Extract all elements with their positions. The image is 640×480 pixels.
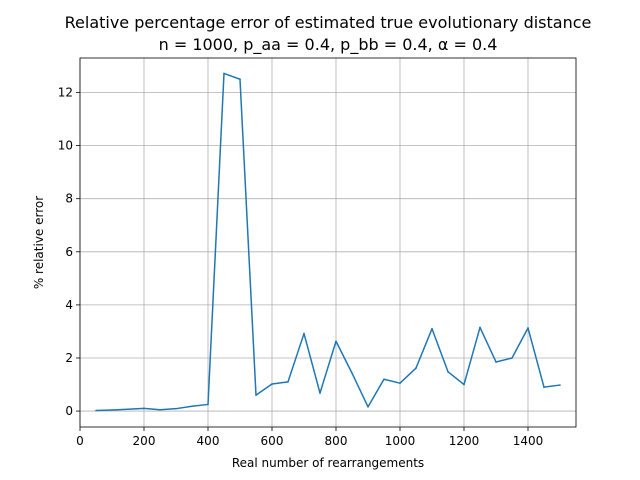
x-tick-label: 600 — [261, 434, 284, 448]
data-point — [351, 372, 353, 374]
y-axis-label: % relative error — [32, 196, 46, 289]
axis-ticks: 0 200 400 600 800 1000 1200 1400 0 2 4 6 8 10 12 — [58, 86, 544, 448]
x-tick-label: 1000 — [385, 434, 416, 448]
data-point — [383, 378, 385, 381]
data-point — [367, 406, 369, 408]
data-point — [111, 409, 113, 411]
data-point — [271, 383, 273, 385]
data-point — [127, 408, 129, 411]
data-point — [303, 332, 305, 335]
y-tick-label: 0 — [65, 404, 73, 418]
x-tick-label: 0 — [76, 434, 84, 448]
y-tick-label: 10 — [58, 139, 73, 153]
chart-subtitle: n = 1000, p_aa = 0.4, p_bb = 0.4, α = 0.… — [159, 35, 498, 55]
data-point — [143, 407, 145, 410]
data-point — [431, 327, 433, 330]
data-point — [543, 386, 545, 388]
data-point — [239, 78, 241, 81]
y-tick-label: 2 — [65, 351, 73, 365]
data-point — [255, 394, 257, 396]
data-point — [319, 392, 321, 394]
data-point — [335, 340, 337, 343]
series-line — [95, 72, 561, 412]
data-point — [415, 367, 417, 369]
data-point — [95, 409, 97, 412]
data-point — [159, 408, 161, 411]
x-tick-label: 400 — [197, 434, 220, 448]
y-tick-label: 6 — [65, 245, 73, 259]
data-point — [559, 384, 561, 386]
data-point — [479, 326, 481, 329]
y-tick-label: 8 — [65, 192, 73, 206]
y-tick-label: 4 — [65, 298, 73, 312]
data-point — [287, 381, 289, 383]
y-tick-label: 12 — [58, 86, 73, 100]
series-layer — [95, 72, 561, 412]
data-point — [527, 327, 529, 329]
data-point — [191, 405, 193, 408]
x-tick-label: 200 — [133, 434, 156, 448]
data-point — [207, 403, 209, 406]
data-point — [175, 407, 177, 410]
x-tick-label: 800 — [325, 434, 348, 448]
data-point — [495, 361, 497, 363]
x-tick-label: 1400 — [513, 434, 544, 448]
data-point — [447, 370, 449, 373]
x-tick-label: 1200 — [449, 434, 480, 448]
data-point — [511, 357, 513, 359]
data-point — [399, 382, 401, 384]
plot-frame — [79, 57, 577, 428]
data-point — [223, 72, 225, 75]
data-point — [463, 383, 465, 386]
x-axis-label: Real number of rearrangements — [232, 456, 424, 470]
chart-title: Relative percentage error of estimated t… — [65, 13, 592, 32]
grid — [79, 58, 576, 427]
